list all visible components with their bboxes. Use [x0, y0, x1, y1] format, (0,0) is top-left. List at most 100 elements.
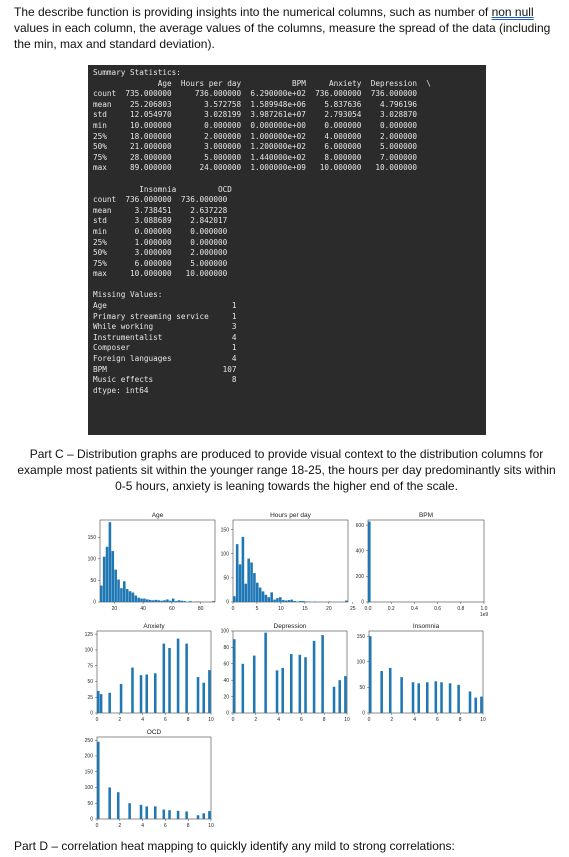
x-tick-label: 5: [256, 606, 259, 612]
histogram-bar: [275, 670, 279, 713]
x-tick-label: 0.2: [388, 606, 395, 612]
histogram-bar: [321, 635, 324, 713]
histogram-bar: [369, 636, 372, 713]
y-tick-label: 50: [359, 685, 365, 691]
y-tick-label: 80: [223, 645, 229, 651]
x-tick-label: 0.0: [365, 606, 372, 612]
plot-frame: [96, 736, 212, 820]
intro-spellcheck-link[interactable]: non null: [491, 5, 534, 19]
histogram-bar: [154, 806, 157, 819]
chart-title: Age: [152, 512, 164, 519]
y-tick-label: 20: [223, 694, 229, 700]
histogram-bar: [111, 551, 115, 602]
histogram-bar: [139, 804, 143, 819]
histogram-bar: [332, 686, 336, 713]
y-tick-label: 100: [357, 659, 366, 665]
histogram-bar: [177, 600, 181, 602]
histogram-bar: [169, 600, 172, 602]
histogram-bar: [139, 675, 143, 713]
histogram-bar: [247, 558, 250, 602]
histogram-bar: [134, 595, 138, 602]
x-tick-label: 20: [326, 606, 332, 612]
histogram-bar: [168, 648, 171, 713]
histogram-bar: [273, 599, 276, 602]
histogram-bar: [256, 582, 259, 602]
histogram-bar: [143, 598, 146, 602]
console-line: dtype: int64: [93, 385, 149, 395]
histogram-bar: [290, 599, 294, 602]
x-tick-label: 15: [302, 606, 308, 612]
histogram-bar: [400, 677, 403, 713]
y-tick-label: 400: [356, 548, 365, 554]
histogram-bar: [108, 522, 112, 602]
x-tick-label: 25: [350, 606, 356, 612]
console-line: Foreign languages 4: [93, 354, 237, 364]
histogram-bar: [338, 680, 341, 713]
histogram-bar: [279, 597, 282, 602]
histogram-bar: [264, 632, 267, 713]
y-tick-label: 100: [221, 629, 230, 635]
y-tick-label: 0: [93, 600, 96, 606]
console-line: Missing Values:: [93, 290, 163, 300]
chart-title: Insomnia: [413, 623, 440, 630]
x-tick-label: 4: [277, 717, 280, 723]
console-output: Summary Statistics: Age Hours per day BP…: [88, 65, 486, 435]
histogram-bar: [114, 569, 117, 602]
histogram-bar: [208, 670, 211, 713]
chart-title: Hours per day: [270, 512, 312, 519]
histogram-bar: [281, 667, 284, 713]
histogram-bar: [128, 591, 132, 602]
histogram-bar: [252, 655, 256, 713]
histogram-bar: [140, 598, 143, 602]
histogram-bar: [97, 741, 100, 819]
histogram-bar: [117, 579, 120, 602]
y-tick-label: 0: [90, 711, 93, 717]
y-tick-label: 100: [88, 557, 97, 563]
histogram-bar: [434, 681, 438, 713]
histogram-bar: [185, 811, 188, 819]
console-line: count 736.000000 736.000000: [93, 195, 228, 205]
x-tick-label: 6: [164, 823, 167, 829]
x-tick-label: 4: [413, 717, 416, 723]
console-line: 50% 3.000000 2.000000: [93, 248, 228, 258]
console-line: mean 3.738451 2.637228: [93, 205, 228, 215]
x-tick-label: 0.4: [411, 606, 418, 612]
x-tick-label: 4: [141, 717, 144, 723]
histogram-bar: [162, 809, 166, 819]
y-tick-label: 100: [221, 551, 230, 557]
y-tick-label: 50: [87, 801, 93, 807]
x-tick-label: 8: [187, 823, 190, 829]
histogram-bar: [145, 806, 148, 819]
histogram-bar: [388, 667, 392, 713]
histogram-bar: [105, 546, 109, 602]
histogram-bar: [440, 682, 443, 713]
console-line: mean 25.206803 3.572758 1.589948e+06 5.8…: [93, 99, 417, 109]
console-line: 25% 1.000000 0.000000: [93, 237, 228, 247]
x-tick-label: 4: [141, 823, 144, 829]
histogram-bar: [457, 684, 460, 713]
y-tick-label: 0: [361, 600, 364, 606]
y-tick-label: 150: [221, 527, 230, 533]
histogram-age: Age 20 40 60 80 0 50 100 150: [88, 512, 216, 612]
histogram-bar: [160, 600, 163, 602]
y-tick-label: 200: [356, 574, 365, 580]
histogram-bar: [202, 813, 205, 819]
x-tick-label: 80: [198, 606, 204, 612]
histogram-bar: [196, 677, 200, 713]
x-tick-label: 2: [118, 717, 121, 723]
x-tick-label: 6: [436, 717, 439, 723]
histogram-bar: [148, 599, 152, 602]
histogram-bar: [417, 683, 420, 713]
x-scale-note: 1e9: [480, 612, 489, 618]
histogram-bar: [312, 640, 316, 713]
x-tick-label: 0: [232, 717, 235, 723]
x-tick-label: 2: [390, 717, 393, 723]
histogram-bar: [299, 601, 302, 602]
console-line: 25% 18.000000 2.000000 1.000000e+02 4.00…: [93, 131, 417, 141]
histogram-bar: [102, 556, 106, 602]
histogram-bar: [267, 597, 271, 602]
histogram-bar: [480, 696, 483, 713]
